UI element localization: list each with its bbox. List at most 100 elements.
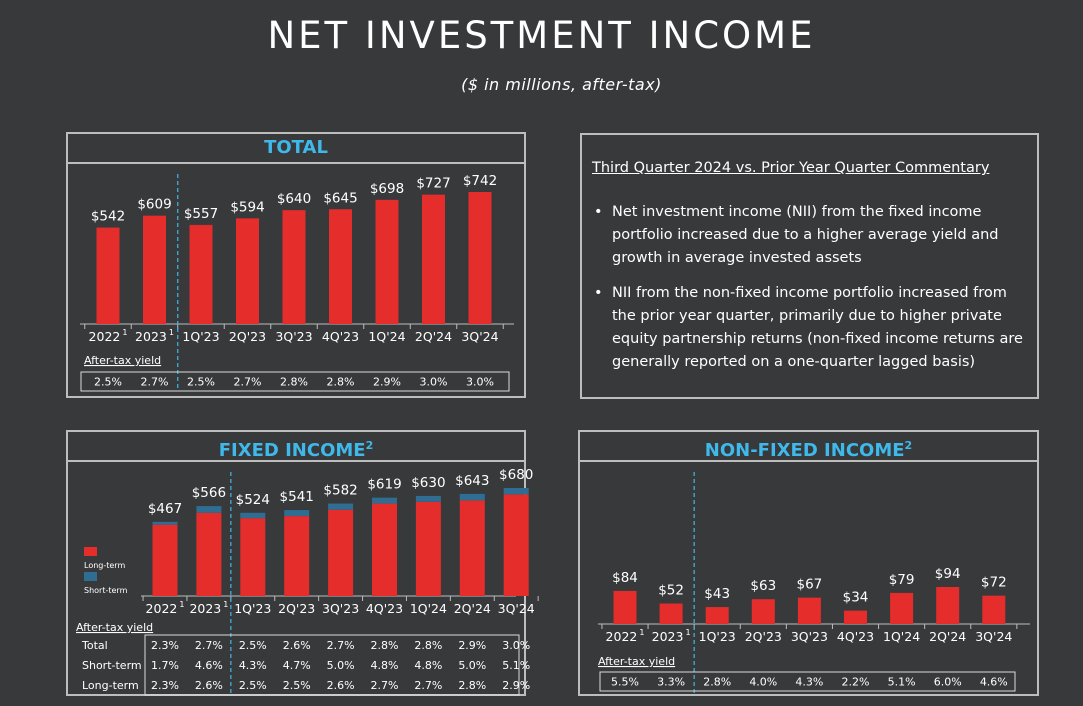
non-fixed-income-panel: NON-FIXED INCOME2 $84 2022 1 $52 2023 1 $43 1Q'… (578, 430, 1039, 696)
yield-value: 2.8% (327, 376, 355, 389)
yield-label: After-tax yield (598, 655, 675, 668)
bar-long-term (284, 516, 310, 596)
category-label: 1Q'24 (883, 629, 920, 644)
data-label: $84 (612, 570, 638, 586)
commentary-bullet: Net investment income (NII) from the fix… (592, 201, 1032, 270)
total-panel-title: TOTAL (68, 134, 524, 164)
yield-value: 3.0% (502, 639, 530, 652)
yield-value: 2.7% (371, 679, 399, 692)
data-label: $524 (236, 492, 270, 508)
data-label: $594 (230, 199, 264, 215)
data-label: $582 (323, 483, 357, 499)
yield-value: 2.7% (141, 376, 169, 389)
bar (143, 215, 166, 324)
yield-value: 2.5% (239, 639, 267, 652)
data-label: $72 (981, 575, 1007, 591)
yield-table (144, 634, 520, 696)
yield-table (80, 371, 510, 392)
yield-value: 2.9% (502, 679, 530, 692)
bar-short-term (415, 495, 441, 502)
yield-value: 5.5% (611, 676, 639, 689)
yield-value: 2.3% (151, 679, 179, 692)
data-label: $541 (280, 489, 314, 505)
yield-row-label: Long-term (82, 679, 139, 692)
yield-value: 5.0% (327, 659, 355, 672)
data-label: $542 (91, 209, 125, 225)
data-label: $645 (323, 190, 357, 206)
legend-swatch (84, 547, 97, 556)
yield-value: 4.6% (980, 676, 1008, 689)
page-subtitle: ($ in millions, after-tax) (461, 75, 662, 94)
bar (282, 210, 306, 324)
data-label: $79 (889, 572, 915, 588)
data-label: $742 (463, 173, 497, 189)
bar (982, 595, 1006, 624)
category-label: 3Q'23 (322, 601, 359, 616)
bar (422, 194, 445, 324)
yield-label: After-tax yield (84, 354, 161, 367)
commentary-panel: Third Quarter 2024 vs. Prior Year Quarte… (580, 133, 1039, 399)
bar-short-term (240, 512, 266, 519)
data-label: $43 (704, 586, 730, 602)
category-label: 3Q'24 (461, 329, 498, 344)
category-label: 2Q'23 (278, 601, 315, 616)
bar (468, 192, 492, 324)
data-label: $63 (750, 578, 776, 594)
yield-value: 2.8% (414, 639, 442, 652)
bar (751, 599, 775, 624)
yield-value: 2.5% (94, 376, 122, 389)
bar-long-term (240, 518, 266, 596)
yield-value: 2.9% (458, 639, 486, 652)
bar (236, 218, 259, 324)
data-label: $67 (797, 577, 823, 593)
bar-long-term (503, 494, 529, 596)
category-label: 2Q'23 (229, 329, 266, 344)
yield-value: 4.0% (749, 676, 777, 689)
category-label: 4Q'23 (366, 601, 403, 616)
yield-value: 3.3% (657, 676, 685, 689)
category-label: 2022 1 (146, 600, 185, 616)
category-label: 2Q'24 (929, 629, 966, 644)
yield-value: 2.8% (458, 679, 486, 692)
legend-swatch (84, 572, 97, 581)
category-label: 3Q'24 (498, 601, 535, 616)
category-label: 2Q'24 (454, 601, 491, 616)
yield-value: 4.6% (195, 659, 223, 672)
yield-value: 2.6% (195, 679, 223, 692)
data-label: $630 (411, 475, 445, 491)
legend-label: Short-term (84, 586, 128, 595)
category-label: 2Q'23 (745, 629, 782, 644)
bar-short-term (503, 488, 529, 495)
yield-value: 4.3% (239, 659, 267, 672)
yield-value: 6.0% (934, 676, 962, 689)
non-fixed-income-panel-title: NON-FIXED INCOME2 (580, 432, 1037, 462)
bar (96, 227, 120, 324)
yield-value: 2.7% (327, 639, 355, 652)
total-chart: $542 2022 1 $609 2023 1 $557 1Q'23 $594 2Q'23 $640… (80, 173, 514, 392)
yield-value: 2.6% (327, 679, 355, 692)
data-label: $52 (658, 583, 684, 599)
category-label: 1Q'24 (368, 329, 405, 344)
category-label: 3Q'23 (791, 629, 828, 644)
category-label: 1Q'24 (410, 601, 447, 616)
yield-value: 5.1% (888, 676, 916, 689)
yield-value: 4.8% (414, 659, 442, 672)
bar (936, 587, 960, 624)
data-label: $698 (370, 181, 404, 197)
bar-short-term (196, 506, 222, 513)
yield-table (599, 671, 1016, 692)
bar-long-term (372, 503, 397, 596)
category-label: 3Q'24 (975, 629, 1012, 644)
category-label: 2022 1 (89, 328, 128, 344)
data-label: $34 (843, 590, 869, 606)
category-label: 1Q'23 (234, 601, 271, 616)
total-panel: TOTAL $542 2022 1 $609 2023 1 $557 1Q'23 $594 2Q'… (66, 132, 526, 398)
yield-value: 5.0% (458, 659, 486, 672)
bar (705, 607, 729, 624)
data-label: $643 (455, 473, 489, 489)
yield-value: 2.5% (239, 679, 267, 692)
bar (375, 199, 399, 324)
bar (659, 603, 683, 624)
yield-value: 4.8% (371, 659, 399, 672)
bar (797, 597, 821, 624)
